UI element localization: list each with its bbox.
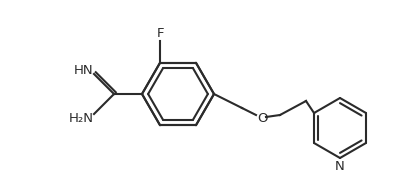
Text: H₂N: H₂N [68,112,94,125]
Text: HN: HN [74,64,94,77]
Text: O: O [257,112,267,125]
Text: N: N [335,160,345,173]
Text: F: F [156,27,164,40]
